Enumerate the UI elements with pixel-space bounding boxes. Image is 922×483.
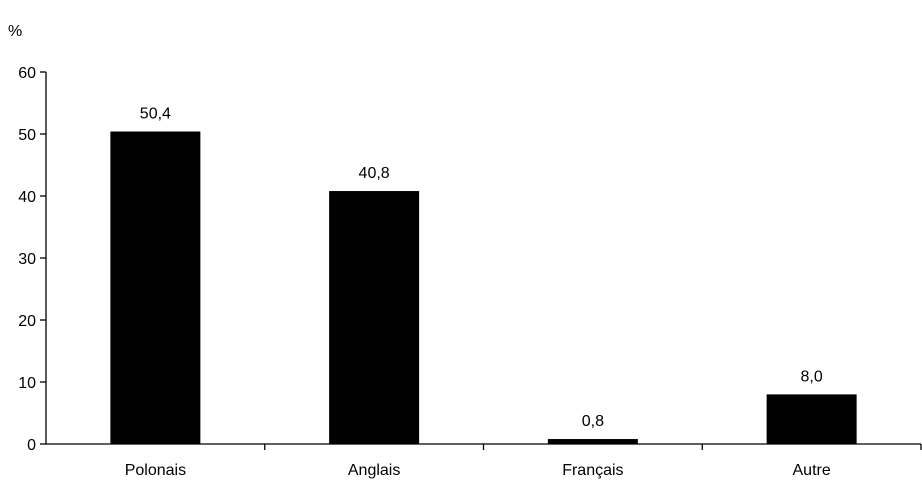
bar-polonais	[110, 131, 201, 444]
y-tick-label: 0	[27, 437, 36, 454]
x-category-label: Polonais	[125, 462, 186, 479]
bar-anglais	[329, 191, 420, 444]
bar-value-label: 40,8	[359, 165, 390, 182]
y-tick-label: 10	[18, 375, 36, 392]
bar-value-label: 8,0	[801, 368, 823, 385]
y-axis-ticks: 0 10 20 30 40 50 60	[18, 65, 46, 454]
bar-fran-ais	[547, 439, 638, 444]
y-axis-unit-label: %	[8, 23, 22, 40]
bar-autre	[766, 394, 857, 444]
y-tick-label: 30	[18, 251, 36, 268]
x-category-label: Autre	[793, 462, 831, 479]
y-tick-label: 20	[18, 313, 36, 330]
y-tick-label: 40	[18, 189, 36, 206]
value-labels: 50,4 40,8 0,8 8,0	[140, 106, 823, 431]
bar-value-label: 0,8	[582, 413, 604, 430]
bars	[110, 131, 857, 444]
y-tick-label: 50	[18, 127, 36, 144]
y-tick-label: 60	[18, 65, 36, 82]
x-category-label: Anglais	[348, 462, 400, 479]
bar-value-label: 50,4	[140, 106, 171, 123]
category-labels: Polonais Anglais Français Autre	[125, 462, 831, 479]
x-axis-ticks	[264, 444, 922, 450]
x-category-label: Français	[562, 462, 623, 479]
